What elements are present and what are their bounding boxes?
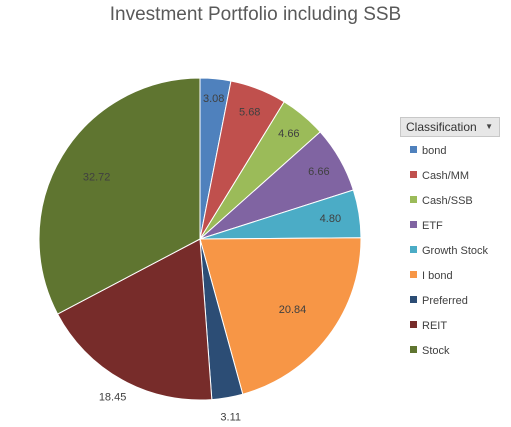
- pie-slice-stock: [38, 77, 201, 315]
- pie-slice-reit: [56, 238, 213, 401]
- data-label: 3.08: [203, 93, 224, 105]
- legend-swatch: [410, 221, 417, 228]
- triangle-down-icon: ▼: [485, 122, 493, 131]
- legend-item: Cash/SSB: [410, 194, 473, 208]
- legend-label: Cash/SSB: [422, 195, 473, 207]
- data-label: 3.11: [220, 412, 241, 424]
- data-label: 4.80: [320, 213, 341, 225]
- legend-item: Preferred: [410, 294, 468, 308]
- legend-label: ETF: [422, 220, 443, 232]
- data-label: 32.72: [83, 172, 111, 184]
- legend-item: bond: [410, 144, 446, 158]
- legend-item: Cash/MM: [410, 169, 469, 183]
- data-label: 4.66: [278, 128, 299, 140]
- legend-swatch: [410, 196, 417, 203]
- legend-label: I bond: [422, 270, 453, 282]
- legend-swatch: [410, 321, 417, 328]
- legend-header-label: Classification: [406, 120, 477, 134]
- legend-item: ETF: [410, 219, 443, 233]
- legend-item: REIT: [410, 319, 447, 333]
- legend-item: Stock: [410, 344, 450, 358]
- legend-label: Cash/MM: [422, 170, 470, 182]
- legend: Classification ▼ bond Cash/MM Cash/SSB ETF G…: [400, 117, 505, 357]
- chart-title: Investment Portfolio including SSB: [109, 4, 402, 25]
- data-label: 6.66: [308, 166, 329, 178]
- pie-slice-i-bond: [199, 237, 362, 395]
- data-label: 20.84: [279, 304, 307, 316]
- legend-label: Growth Stock: [422, 245, 489, 257]
- legend-label: Stock: [422, 345, 450, 357]
- data-label: 5.68: [239, 107, 260, 119]
- legend-swatch: [410, 296, 417, 303]
- legend-label: Preferred: [422, 295, 468, 307]
- legend-item: I bond: [410, 269, 453, 283]
- legend-filter-dropdown[interactable]: Classification ▼: [400, 117, 500, 137]
- legend-swatch: [410, 171, 417, 178]
- legend-swatch: [410, 146, 417, 153]
- legend-swatch: [410, 246, 417, 253]
- legend-swatch: [410, 346, 417, 353]
- data-label: 18.45: [99, 392, 127, 404]
- legend-label: REIT: [422, 320, 448, 332]
- legend-item: Growth Stock: [410, 244, 488, 258]
- legend-swatch: [410, 271, 417, 278]
- legend-label: bond: [422, 145, 447, 157]
